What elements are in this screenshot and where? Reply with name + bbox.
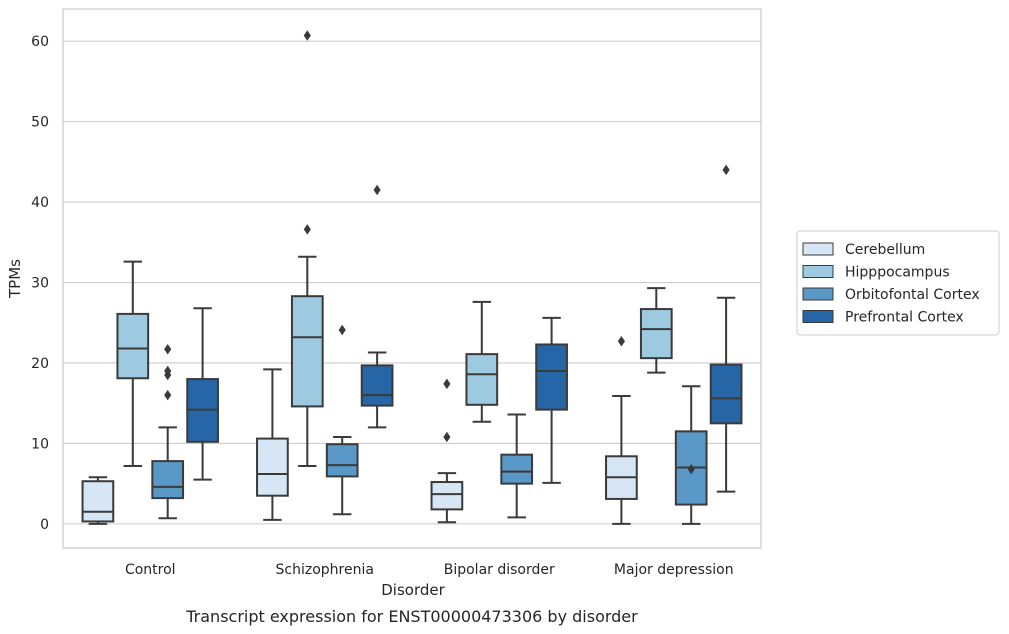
box-cerebellum [430,378,464,524]
box-hipppocampus [290,30,324,467]
y-axis-ticks: 0 10 20 30 40 50 60 [31,34,49,533]
box-prefrontal-cortex [360,184,394,429]
plot-area [81,30,743,525]
legend-swatch [802,242,834,256]
legend-frame [796,230,1000,336]
box-iqr [325,443,359,478]
box-prefrontal-cortex [709,164,743,493]
chart-caption: Transcript expression for ENST0000047330… [185,607,638,626]
box-iqr [709,363,743,425]
outlier-point [443,378,451,390]
legend: Cerebellum Hipppocampus Orbitofontal Corte… [796,230,1000,336]
box-orbitofontal-cortex [674,385,708,525]
legend-label: Orbitofontal Cortex [845,287,980,303]
outlier-point [164,389,172,401]
box-iqr [430,481,464,511]
outlier-point [687,463,695,475]
legend-swatch [802,310,834,323]
x-tick-label: Control [125,562,176,578]
box-iqr [639,308,673,360]
x-tick-label: Major depression [614,562,734,578]
box-iqr [465,353,499,406]
outlier-point [303,224,311,235]
outlier-point [443,431,451,443]
box-iqr [81,480,115,523]
box-iqr [360,364,394,407]
y-tick-label: 0 [40,517,49,533]
outlier-point [373,184,381,196]
box-prefrontal-cortex [535,316,568,484]
x-tick-label: Schizophrenia [276,562,374,578]
grid-lines [63,40,761,525]
box-cerebellum [81,476,115,525]
box-iqr [256,437,289,497]
y-tick-label: 50 [31,115,49,131]
x-axis-ticks: Control Schizophrenia Bipolar disorder Majo… [125,562,734,578]
outlier-point [338,324,346,336]
box-cerebellum [256,368,289,521]
legend-swatch [802,287,834,301]
box-iqr [290,295,324,408]
box-hipppocampus [639,287,673,374]
box-iqr [151,460,185,500]
legend-label: Prefrontal Cortex [845,310,964,326]
outlier-point [303,30,311,41]
box-iqr [500,453,534,485]
outlier-point [722,164,730,176]
x-tick-label: Bipolar disorder [444,562,555,578]
y-tick-label: 10 [31,436,49,452]
outlier-point [617,335,625,347]
box-orbitofontal-cortex [151,344,185,520]
legend-swatch [802,265,834,278]
legend-label: Cerebellum [845,242,925,258]
legend-label: Hipppocampus [845,265,950,281]
y-tick-label: 20 [31,356,49,372]
outlier-point [164,344,172,355]
box-orbitofontal-cortex [500,413,534,519]
box-iqr [116,312,150,380]
plot-frame [62,8,762,549]
y-tick-label: 60 [31,34,49,50]
box-iqr [535,343,568,411]
x-axis-label: Disorder [381,581,445,599]
y-axis-label: TPMs [6,259,24,299]
box-prefrontal-cortex [186,307,219,481]
outlier-point [164,365,172,377]
box-hipppocampus [465,300,499,423]
box-cerebellum [605,335,638,525]
y-tick-label: 40 [31,195,49,211]
box-hipppocampus [116,260,150,467]
y-tick-label: 30 [31,276,49,292]
box-orbitofontal-cortex [325,324,359,516]
